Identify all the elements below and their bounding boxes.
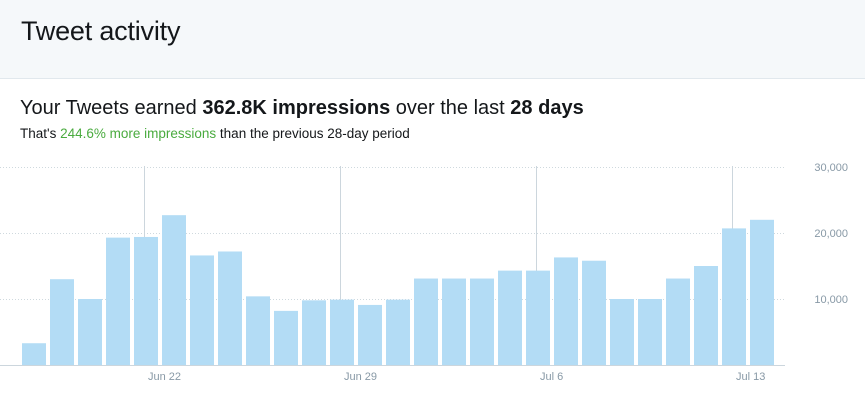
page-header: Tweet activity: [0, 0, 865, 79]
impressions-bar-chart: Jun 22 Jun 29 Jul 6 Jul 13 10,000 20,000 30,00…: [0, 162, 848, 383]
bar: [498, 270, 522, 365]
y-tick-label: 30,000: [814, 162, 848, 174]
bar: [274, 310, 298, 365]
bar: [302, 300, 326, 365]
impressions-change-summary: That's 244.6% more impressions than the …: [20, 126, 410, 141]
bar: [666, 278, 690, 365]
summary-period: 28 days: [510, 97, 584, 119]
bar: [750, 219, 774, 365]
x-tick-label: Jun 22: [148, 371, 181, 383]
impressions-change: 244.6% more impressions: [60, 126, 217, 141]
bar: [78, 299, 102, 365]
bar: [330, 299, 354, 365]
x-tick-label: Jul 6: [540, 371, 563, 383]
bar: [386, 299, 410, 365]
summary-prefix: Your Tweets earned: [20, 97, 203, 119]
bar: [106, 237, 130, 365]
bar: [134, 236, 158, 365]
bar: [162, 215, 186, 365]
bar: [22, 343, 46, 365]
bar: [414, 278, 438, 365]
page-title: Tweet activity: [21, 16, 181, 46]
x-tick-label: Jun 29: [344, 371, 377, 383]
change-suffix: than the previous 28-day period: [216, 126, 410, 141]
bar: [554, 257, 578, 365]
x-tick-label: Jul 13: [736, 371, 765, 383]
bar: [470, 278, 494, 365]
change-prefix: That's: [20, 126, 61, 141]
impressions-total: 362.8K impressions: [202, 97, 391, 119]
y-tick-label: 20,000: [814, 228, 848, 240]
bar: [442, 278, 466, 365]
bar: [218, 251, 242, 365]
impressions-summary: Your Tweets earned 362.8K impressions ov…: [20, 97, 584, 120]
summary-middle: over the last: [390, 97, 511, 119]
bar: [358, 304, 382, 365]
bar: [526, 270, 550, 365]
bar: [50, 279, 74, 365]
bar: [190, 255, 214, 365]
bar: [694, 266, 718, 365]
y-tick-label: 10,000: [814, 294, 848, 306]
bar: [582, 260, 606, 365]
bar: [638, 299, 662, 365]
bar: [610, 299, 634, 365]
bar: [246, 296, 270, 365]
bar: [722, 228, 746, 365]
